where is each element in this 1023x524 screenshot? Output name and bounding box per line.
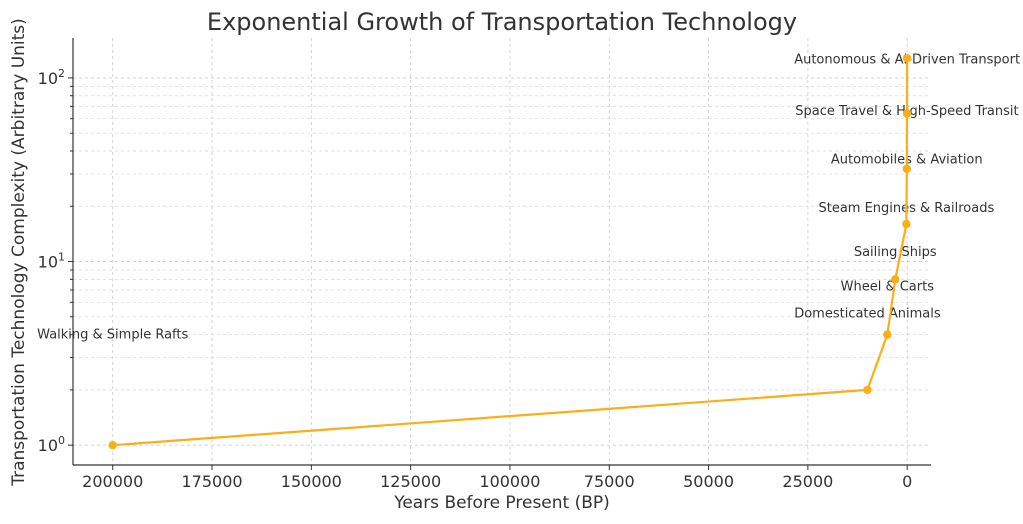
y-tick-label: 100	[38, 434, 65, 455]
data-point	[883, 330, 892, 339]
x-axis-label: Years Before Present (BP)	[393, 493, 610, 513]
annotation-label: Walking & Simple Rafts	[37, 328, 188, 343]
x-tick-label: 175000	[181, 472, 242, 491]
annotation-label: Sailing Ships	[854, 245, 937, 260]
y-tick-label: 102	[38, 67, 65, 88]
data-point	[863, 385, 872, 395]
x-tick-label: 150000	[281, 472, 342, 491]
annotation-label: Wheel & Carts	[841, 280, 935, 295]
data-point	[902, 219, 911, 229]
grid	[73, 38, 931, 465]
annotations: Walking & Simple Rafts Domesticated Anima…	[37, 53, 1020, 343]
x-tick-label: 125000	[380, 472, 441, 491]
chart-title: Exponential Growth of Transportation Tec…	[207, 8, 797, 36]
x-tick-label: 0	[902, 472, 912, 491]
x-tick-label: 200000	[82, 472, 143, 491]
x-tick-label: 75000	[584, 472, 635, 491]
data-point	[108, 440, 117, 450]
x-tick-label: 25000	[782, 472, 833, 491]
series-line	[112, 58, 909, 447]
data-point	[902, 54, 912, 63]
x-tick-label: 50000	[683, 472, 734, 491]
x-tick-label: 100000	[479, 472, 540, 491]
y-tick-label: 101	[38, 251, 65, 272]
data-point	[902, 109, 912, 118]
axes: 200000 175000 150000 125000 100000 75000 50000…	[38, 38, 931, 491]
annotation-label: Domesticated Animals	[794, 307, 941, 322]
data-point	[891, 275, 900, 284]
y-axis-label: Transportation Technology Complexity (Ar…	[9, 18, 29, 487]
data-point	[902, 164, 911, 174]
series	[108, 54, 912, 450]
